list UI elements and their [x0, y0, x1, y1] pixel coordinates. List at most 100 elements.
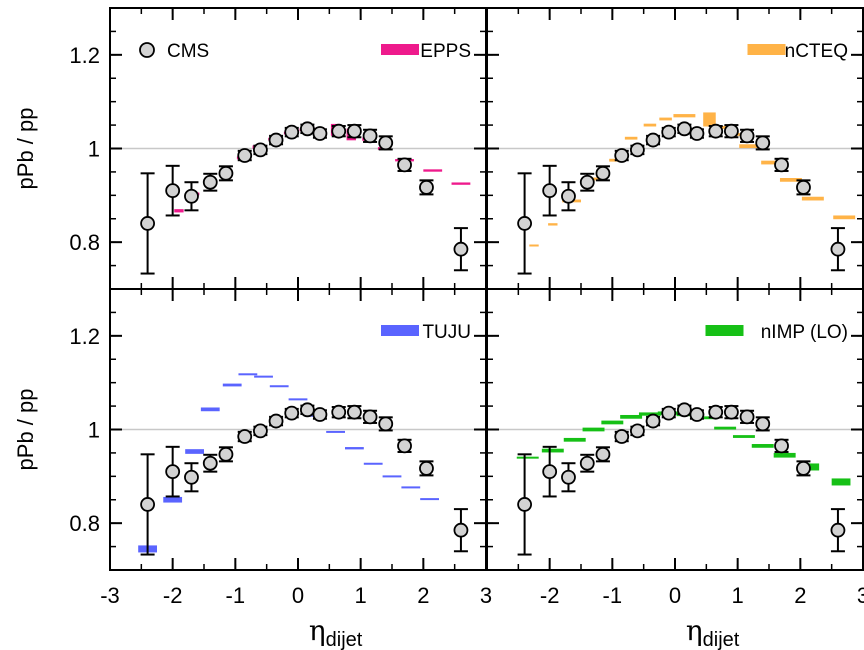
x-tick-label: 3 [480, 583, 492, 608]
x-tick-label: 2 [794, 583, 806, 608]
cms-point [689, 407, 705, 422]
cms-point [645, 413, 661, 429]
model-point [801, 196, 824, 201]
model-point [833, 215, 856, 220]
model-point [222, 383, 242, 387]
cms-point [252, 423, 268, 439]
cms-point [202, 174, 218, 190]
legend-label: EPPS [420, 41, 471, 62]
y-axis-title: pPb / pp [13, 389, 38, 471]
cms-point [331, 404, 347, 420]
cms-point [561, 188, 576, 204]
cms-point [724, 404, 739, 420]
x-tick-label: -3 [100, 583, 120, 608]
cms-point [595, 446, 611, 462]
cms-point [140, 216, 156, 231]
model-point [751, 444, 774, 448]
cms-point [796, 460, 811, 476]
model-point [529, 244, 539, 247]
cms-point [312, 407, 328, 422]
model-point [382, 475, 402, 478]
cms-point [362, 409, 378, 425]
cms-point [453, 241, 469, 257]
model-point [516, 456, 539, 459]
cms-point [453, 522, 469, 538]
x-tick-label: -2 [540, 583, 560, 608]
model-point [563, 437, 586, 442]
model-point [624, 136, 638, 140]
model-point [601, 420, 624, 425]
cms-point [708, 123, 724, 139]
cms-point [755, 416, 771, 432]
plot-area [516, 402, 851, 556]
cms-point [140, 497, 156, 512]
model-point [345, 447, 364, 450]
x-tick-label: -1 [603, 583, 623, 608]
legend-swatch [381, 325, 419, 336]
cms-point [579, 174, 595, 190]
legend-cms-marker [139, 42, 155, 58]
model-point [163, 496, 183, 503]
cms-point [645, 132, 661, 148]
cms-point [299, 121, 315, 137]
model-point [587, 177, 607, 181]
cms-point [165, 183, 181, 199]
cms-point [362, 128, 378, 144]
cms-point [397, 157, 412, 173]
cms-point [774, 157, 789, 173]
model-point [326, 430, 345, 433]
cms-point [268, 132, 284, 148]
cms-point [331, 123, 347, 139]
x-axis-title: ηdijet [686, 614, 740, 650]
cms-point [268, 413, 284, 429]
cms-point [595, 165, 611, 181]
x-tick-label: -2 [163, 583, 183, 608]
cms-point [397, 438, 412, 454]
cms-point [218, 446, 234, 462]
cms-point [542, 183, 558, 199]
model-point [695, 416, 718, 420]
model-point [423, 169, 443, 172]
cms-point [542, 464, 558, 480]
model-point [831, 478, 851, 486]
model-point [773, 452, 796, 458]
model-point [703, 112, 716, 127]
cms-point [517, 497, 532, 512]
legend-cms-label: CMS [167, 41, 209, 62]
cms-point [579, 455, 595, 471]
model-point [174, 209, 184, 213]
x-tick-label: 1 [355, 583, 367, 608]
model-point [779, 178, 802, 182]
x-tick-label: -1 [226, 583, 246, 608]
cms-point [284, 124, 300, 140]
cms-point [419, 179, 434, 195]
plot-area [140, 121, 471, 275]
cms-point [237, 148, 253, 163]
y-tick-label: 1 [88, 137, 100, 162]
cms-point [378, 416, 394, 432]
cms-point [378, 135, 394, 151]
cms-point [284, 405, 300, 421]
legend-label: TUJU [422, 322, 471, 343]
model-point [714, 426, 737, 430]
y-axis-title: pPb / pp [13, 108, 38, 190]
cms-point [661, 405, 677, 421]
cms-point [252, 142, 268, 158]
y-tick-label: 1 [88, 418, 100, 443]
x-tick-label: 0 [292, 583, 304, 608]
model-point [288, 398, 308, 401]
cms-point [299, 402, 315, 418]
plot-area [138, 373, 469, 556]
cms-point [614, 148, 630, 163]
model-point [200, 407, 220, 412]
cms-point [630, 142, 645, 158]
cms-point [755, 135, 771, 151]
legend-label: nIMP (LO) [761, 322, 848, 343]
cms-point [739, 128, 755, 144]
model-point [620, 414, 643, 419]
y-tick-label: 1.2 [69, 43, 100, 68]
model-point [732, 435, 755, 438]
model-point [254, 375, 273, 378]
cms-point [796, 179, 811, 195]
cms-point [677, 402, 692, 418]
